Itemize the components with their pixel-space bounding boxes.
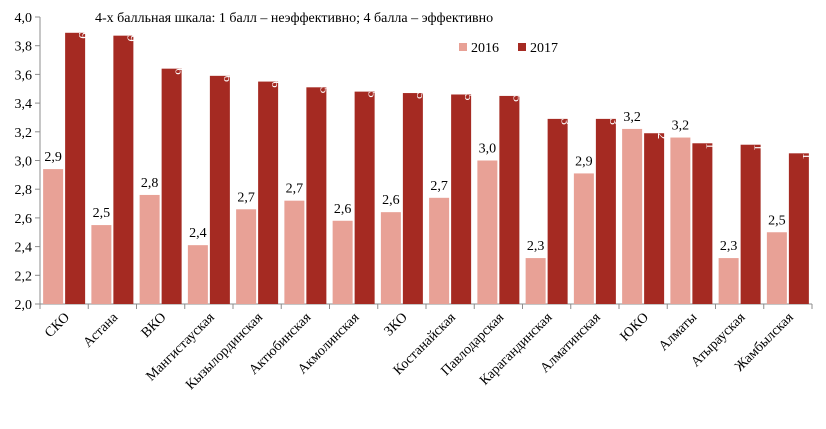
data-label-2016: 3,0: [479, 142, 497, 157]
x-tick-label: Алматы: [656, 310, 700, 354]
y-tick-label: 3,6: [15, 68, 33, 83]
data-label-2017: 3,2: [655, 123, 670, 139]
data-label-2017: 3,1: [752, 134, 767, 150]
data-label-2016: 2,6: [334, 202, 352, 217]
data-label-2016: 2,5: [768, 213, 786, 228]
x-axis: СКО Астана ВКОМангистаускаяКызылординскаяА…: [39, 303, 813, 393]
bar-2017: [499, 95, 520, 304]
data-label-2016: 2,3: [527, 239, 545, 254]
bar-2016: [380, 212, 401, 304]
data-label-2016: 2,6: [382, 193, 400, 208]
data-label-2017: 3,9: [76, 23, 91, 39]
bar-2016: [525, 258, 546, 304]
y-tick-label: 3,4: [15, 97, 33, 112]
data-label-2016: 2,3: [720, 239, 738, 254]
bar-2016: [139, 194, 160, 304]
bars: [43, 32, 809, 305]
data-label-2016: 2,5: [93, 206, 111, 221]
data-label-2017: 3,9: [124, 25, 139, 41]
data-label-2016: 2,9: [44, 150, 62, 165]
y-tick-label: 3,2: [15, 126, 33, 141]
bar-2016: [43, 169, 64, 304]
data-label-2017: 3,5: [510, 86, 525, 102]
bar-2017: [451, 94, 472, 305]
data-label-2017: 3,5: [462, 84, 477, 100]
bar-2016: [91, 225, 112, 304]
bar-2017: [161, 68, 182, 304]
bar-2016: [622, 128, 643, 304]
bar-2016: [718, 258, 739, 304]
bar-2017: [547, 118, 568, 304]
legend-label-2016: 2016: [471, 41, 499, 56]
bar-2017: [402, 93, 423, 305]
legend: 2016 2017: [459, 41, 558, 56]
bar-2016: [573, 173, 594, 304]
data-label-2016: 2,7: [286, 182, 304, 197]
bar-2017: [692, 143, 713, 304]
data-label-2017: 3,1: [703, 133, 718, 149]
bar-2016: [477, 160, 498, 304]
x-tick-label: ВКО: [139, 310, 170, 341]
y-tick-label: 4,0: [15, 11, 33, 26]
data-label-2016: 2,9: [575, 154, 593, 169]
bar-2017: [354, 91, 375, 305]
bar-2017: [595, 118, 616, 304]
y-tick-label: 2,6: [15, 212, 33, 227]
x-tick-label: ЗКО: [382, 310, 411, 339]
bar-2017: [306, 87, 327, 304]
bar-2016: [332, 220, 353, 304]
data-label-2016: 3,2: [623, 110, 641, 125]
data-label-2016: 2,4: [189, 226, 207, 241]
x-tick-label: СКО: [42, 310, 73, 341]
y-tick-label: 3,8: [15, 40, 33, 55]
bar-2017: [113, 35, 134, 304]
data-label-2016: 2,7: [237, 190, 255, 205]
y-tick-label: 2,8: [15, 183, 33, 198]
bar-2016: [429, 197, 450, 304]
bar-2017: [65, 32, 86, 304]
y-tick-label: 3,0: [15, 155, 33, 170]
data-label-2017: 3,6: [269, 71, 284, 88]
data-label-2016: 3,2: [672, 119, 690, 134]
data-label-2017: 3,5: [414, 83, 429, 99]
legend-label-2017: 2017: [530, 41, 558, 56]
data-label-2016: 2,8: [141, 176, 159, 191]
x-tick-label: ЮКО: [618, 310, 652, 344]
data-label-2017: 3,1: [800, 143, 815, 159]
y-axis: 2,0 2,2 2,4 2,6 2,8 3,0 3,2 3,4 3,6 3,8 4,0: [15, 11, 41, 313]
y-tick-label: 2,2: [15, 269, 33, 284]
data-label-2017: 3,6: [173, 58, 188, 75]
data-label-2017: 3,5: [366, 81, 381, 97]
bar-2017: [258, 81, 279, 304]
x-tick-label: Астана: [81, 310, 122, 351]
bar-2016: [187, 245, 208, 304]
bar-2017: [740, 144, 761, 304]
data-label-2017: 3,5: [317, 77, 332, 93]
data-label-2017: 3,3: [559, 109, 574, 125]
legend-swatch-2016: [459, 43, 467, 51]
chart-note: 4-х балльная шкала: 1 балл – неэффективн…: [95, 11, 493, 26]
y-tick-label: 2,0: [15, 298, 33, 313]
data-labels: 2,9 3,9 2,5 3,9 2,8 3,6 2,4 3,6 2,7 3,6 2,7 3,5 2,6 3…: [44, 23, 815, 255]
bar-2016: [236, 209, 257, 304]
bar-2016: [766, 232, 787, 304]
bar-2017: [209, 75, 230, 305]
legend-swatch-2017: [518, 43, 526, 51]
bar-2017: [788, 153, 809, 304]
data-label-2017: 3,3: [607, 109, 622, 125]
bar-2016: [284, 200, 305, 304]
bar-2017: [644, 133, 665, 304]
y-tick-label: 2,4: [15, 241, 33, 256]
bar-2016: [670, 137, 691, 304]
data-label-2017: 3,6: [221, 66, 236, 83]
data-label-2016: 2,7: [430, 179, 448, 194]
